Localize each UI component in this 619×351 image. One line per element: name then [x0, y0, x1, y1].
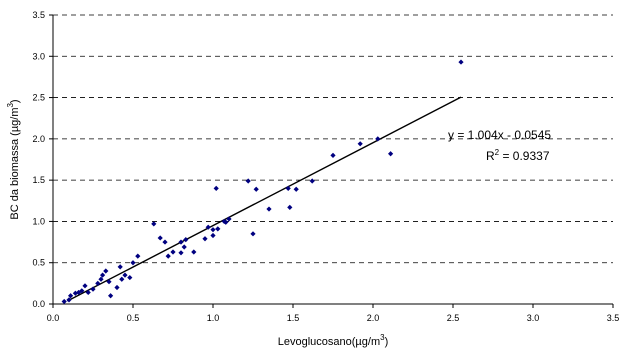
- y-axis-title-sup: 3: [6, 103, 15, 108]
- x-axis-title-main: Levoglucosano(µg/m: [278, 336, 380, 348]
- data-point: [250, 231, 256, 237]
- data-point: [108, 293, 114, 299]
- x-axis-ticks: 0.0 0.5 1.0 1.5 2.0 2.5 3.0 3.5: [47, 304, 619, 323]
- data-point: [119, 276, 125, 282]
- y-tick-label: 1.0: [32, 216, 45, 226]
- data-point: [287, 204, 293, 210]
- r-squared-value: = 0.9337: [499, 149, 550, 163]
- data-point: [82, 283, 88, 289]
- data-point: [357, 141, 363, 147]
- data-point: [151, 221, 157, 227]
- data-point: [330, 152, 336, 158]
- r-squared-label: R2 = 0.9337: [486, 148, 550, 163]
- data-point: [293, 186, 299, 192]
- y-tick-label: 3.5: [32, 10, 45, 20]
- data-point: [213, 185, 219, 191]
- y-axis-ticks: 0.0 0.5 1.0 1.5 2.0 2.5 3.0 3.5: [32, 10, 53, 309]
- data-point: [215, 226, 221, 232]
- data-points: [61, 59, 464, 305]
- y-axis-title: BC da biomassa (µg/m3): [6, 99, 21, 219]
- data-point: [66, 297, 72, 303]
- data-point: [210, 227, 216, 233]
- data-point: [375, 136, 381, 142]
- x-tick-label: 2.5: [447, 313, 460, 323]
- data-point: [266, 206, 272, 212]
- data-point: [226, 216, 232, 222]
- trendline-group: [67, 96, 462, 302]
- y-tick-label: 0.0: [32, 299, 45, 309]
- r-squared-sup: 2: [495, 148, 500, 157]
- x-tick-label: 3.5: [607, 313, 619, 323]
- axes: [52, 15, 613, 305]
- data-point: [223, 219, 229, 225]
- x-axis-title-end: ): [385, 336, 389, 348]
- y-axis-title-main: BC da biomassa (µg/m: [9, 108, 21, 220]
- data-point: [285, 185, 291, 191]
- x-tick-label: 1.0: [207, 313, 220, 323]
- x-tick-label: 0.5: [127, 313, 140, 323]
- data-point: [135, 253, 141, 259]
- data-point: [68, 293, 74, 299]
- data-point: [106, 279, 112, 285]
- x-tick-label: 2.0: [367, 313, 380, 323]
- y-tick-label: 0.5: [32, 258, 45, 268]
- data-point: [183, 236, 189, 243]
- x-tick-label: 3.0: [527, 313, 540, 323]
- data-point: [309, 178, 315, 184]
- data-point: [181, 244, 187, 250]
- data-point: [202, 236, 208, 242]
- data-point: [388, 151, 394, 157]
- x-axis-title: Levoglucosano(µg/m3): [278, 333, 388, 348]
- data-point: [100, 272, 106, 278]
- data-point: [162, 239, 168, 245]
- y-tick-label: 2.5: [32, 93, 45, 103]
- data-point: [205, 224, 211, 230]
- trendline-equation: y = 1.004x - 0.0545: [448, 128, 551, 142]
- data-point: [90, 286, 96, 292]
- data-point: [130, 260, 136, 266]
- data-point: [458, 59, 464, 65]
- y-tick-label: 2.0: [32, 134, 45, 144]
- data-point: [85, 289, 91, 296]
- data-point: [95, 280, 101, 286]
- y-axis-title-end: ): [9, 99, 21, 103]
- data-point: [253, 186, 259, 192]
- data-point: [178, 250, 184, 256]
- data-point: [170, 249, 176, 255]
- data-point: [178, 239, 184, 245]
- r-squared-prefix: R: [486, 149, 495, 163]
- data-point: [165, 253, 171, 259]
- data-point: [72, 290, 78, 296]
- y-tick-label: 3.0: [32, 51, 45, 61]
- data-point: [245, 178, 251, 184]
- data-point: [117, 264, 123, 270]
- data-point: [191, 249, 197, 255]
- x-axis-title-sup: 3: [380, 333, 385, 342]
- data-point: [61, 298, 67, 305]
- x-tick-label: 0.0: [47, 313, 60, 323]
- data-point: [114, 284, 120, 291]
- x-tick-label: 1.5: [287, 313, 300, 323]
- trendline: [67, 96, 462, 302]
- data-point: [98, 276, 104, 282]
- data-point: [79, 288, 85, 294]
- data-point: [103, 268, 109, 274]
- data-point: [157, 235, 163, 241]
- data-point: [127, 274, 133, 281]
- data-point: [210, 232, 216, 239]
- data-point: [122, 272, 128, 278]
- grid: [53, 14, 613, 264]
- y-tick-label: 1.5: [32, 175, 45, 185]
